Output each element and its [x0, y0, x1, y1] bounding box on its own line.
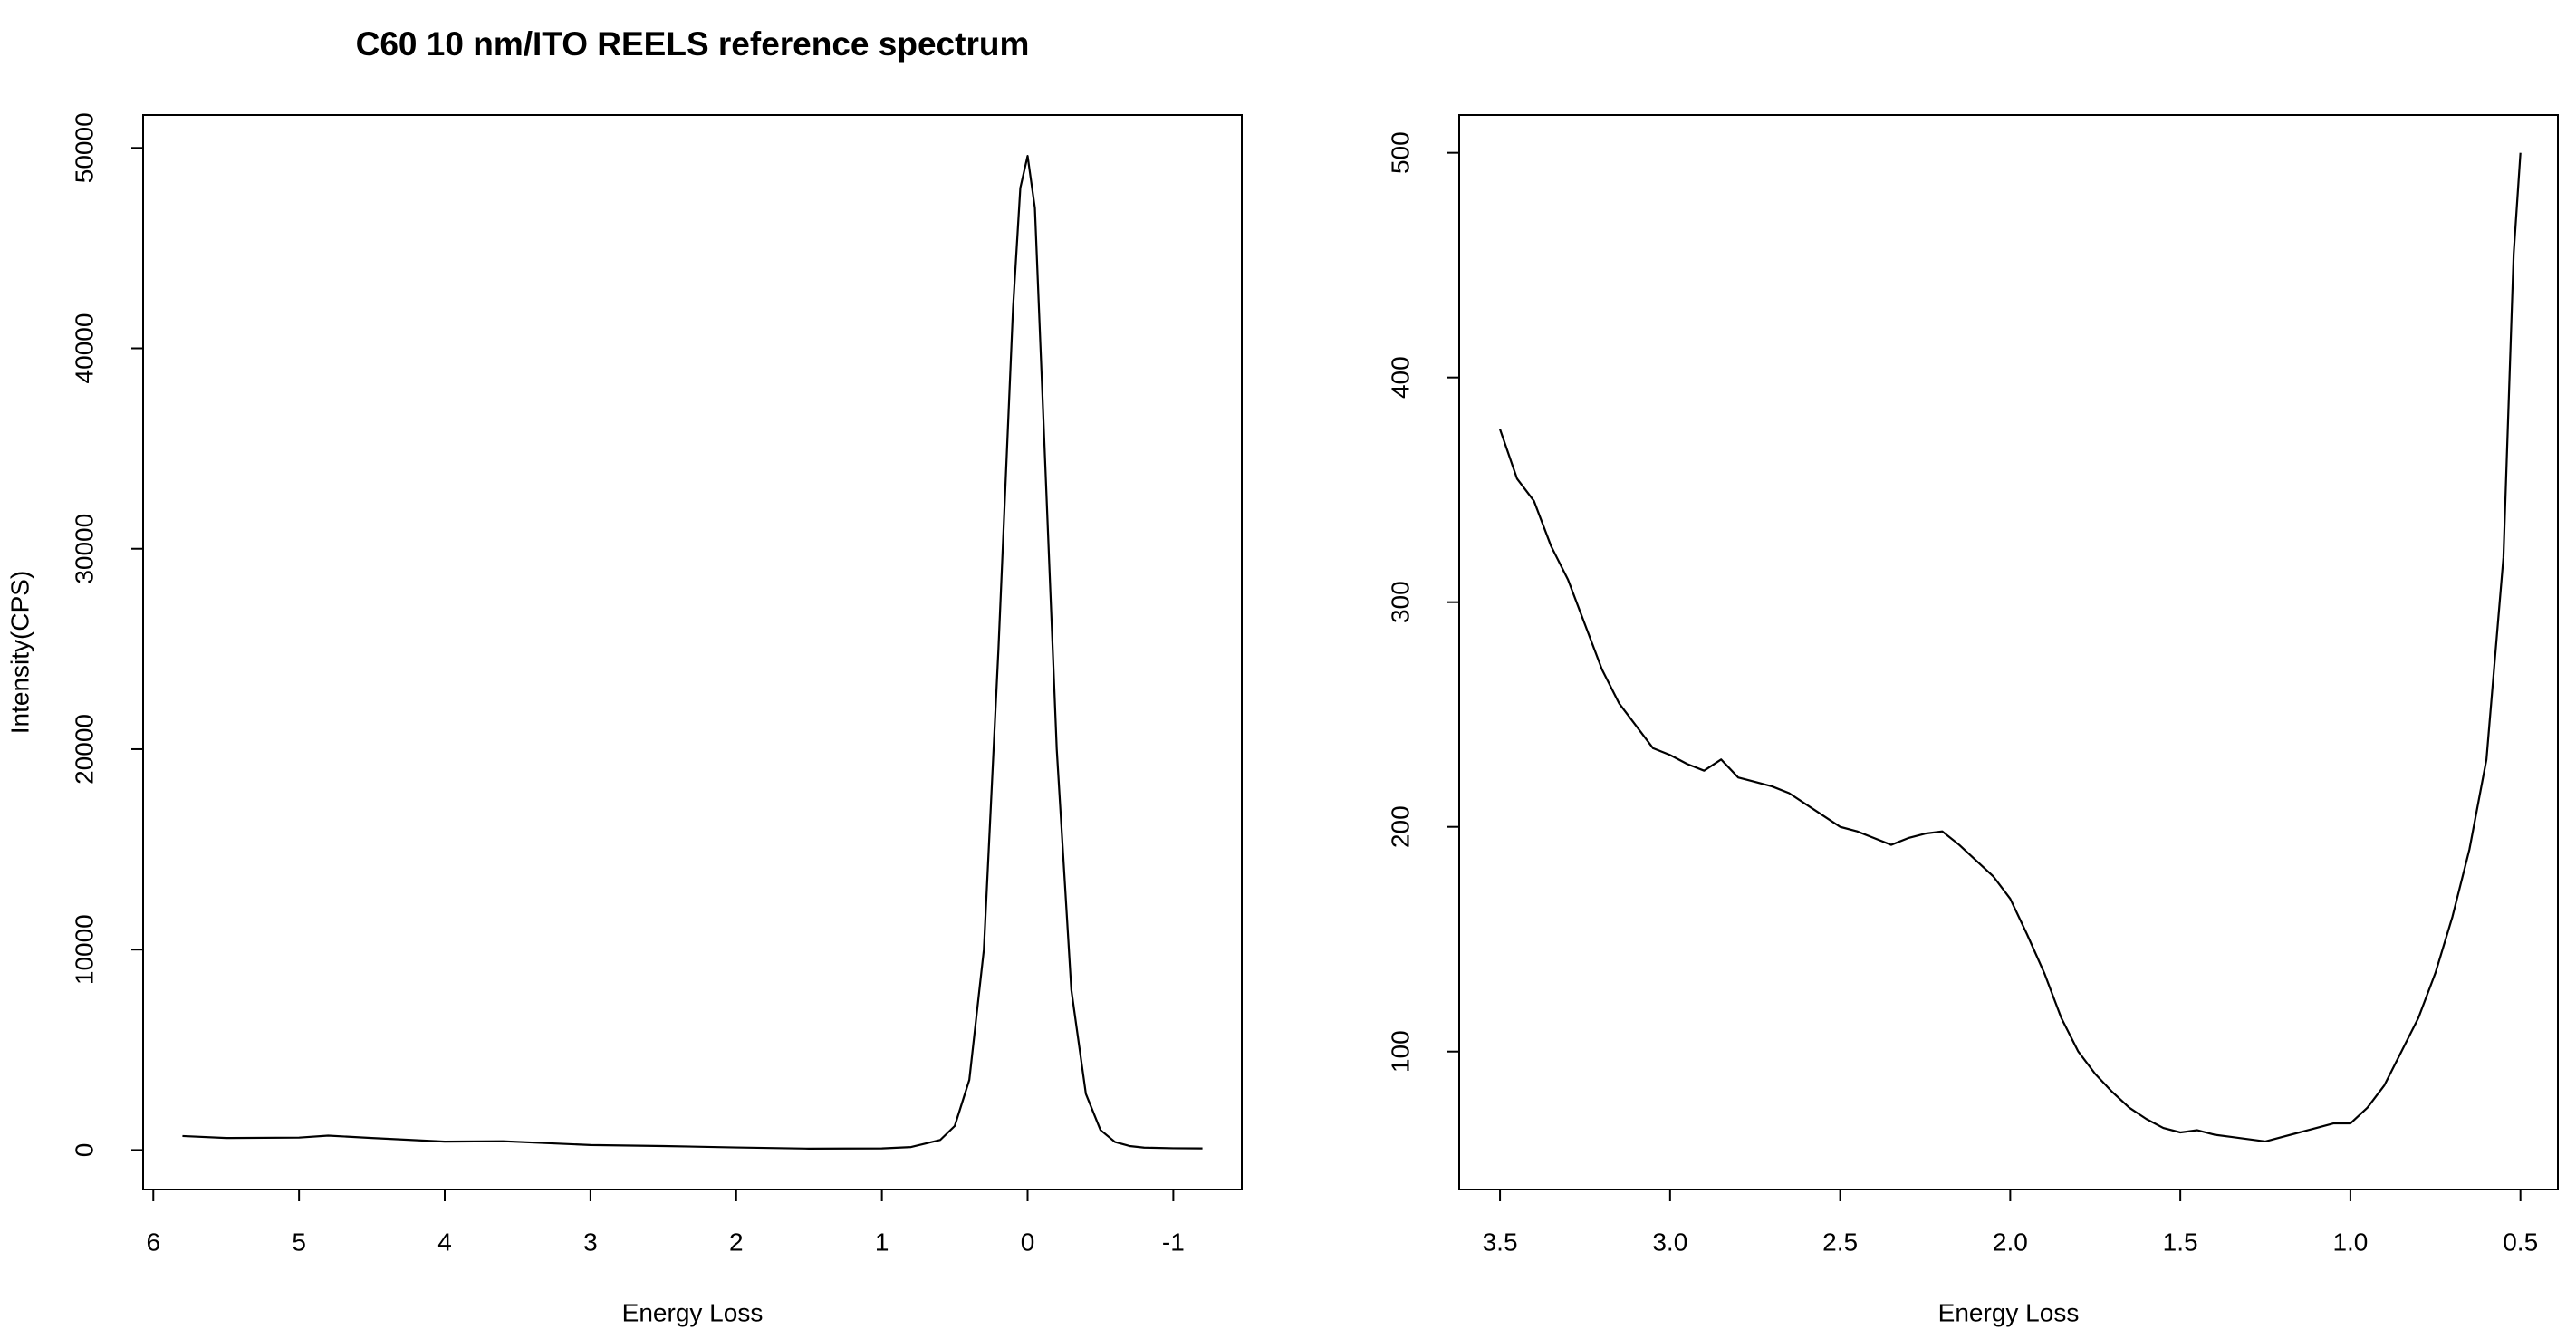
- y-tick-label: 200: [1386, 805, 1414, 848]
- x-tick-label: 6: [146, 1228, 160, 1256]
- y-tick-label: 50000: [70, 112, 98, 183]
- y-tick-label: 400: [1386, 356, 1414, 399]
- y-tick-label: 10000: [70, 914, 98, 985]
- x-axis-label: Energy Loss: [622, 1298, 764, 1326]
- x-tick-label: 4: [437, 1228, 452, 1256]
- x-tick-label: -1: [1162, 1228, 1185, 1256]
- x-tick-label: 5: [292, 1228, 306, 1256]
- y-tick-label: 500: [1386, 131, 1414, 174]
- x-tick-label: 0.5: [2503, 1228, 2538, 1256]
- x-tick-label: 3: [583, 1228, 598, 1256]
- x-tick-label: 3.0: [1652, 1228, 1687, 1256]
- x-tick-label: 2: [729, 1228, 744, 1256]
- x-tick-label: 0: [1021, 1228, 1035, 1256]
- chart-title: C60 10 nm/ITO REELS reference spectrum: [356, 25, 1030, 63]
- data-line: [1499, 152, 2522, 1143]
- y-tick-label: 40000: [70, 313, 98, 384]
- y-tick-label: 300: [1386, 581, 1414, 623]
- x-tick-label: 1.0: [2332, 1228, 2368, 1256]
- y-tick-label: 0: [70, 1143, 98, 1158]
- y-tick-label: 30000: [70, 514, 98, 584]
- x-tick-label: 1.5: [2163, 1228, 2198, 1256]
- plot-frame: [1458, 114, 2559, 1190]
- y-tick-label: 20000: [70, 714, 98, 785]
- x-tick-label: 1: [875, 1228, 889, 1256]
- x-tick-label: 3.5: [1483, 1228, 1518, 1256]
- x-tick-label: 2.0: [1993, 1228, 2028, 1256]
- y-axis-label: Intensity(CPS): [5, 571, 34, 735]
- y-tick-label: 100: [1386, 1030, 1414, 1073]
- data-line: [182, 155, 1203, 1150]
- plot-frame: [142, 114, 1243, 1190]
- x-axis-label: Energy Loss: [1938, 1298, 2080, 1326]
- x-tick-label: 2.5: [1822, 1228, 1858, 1256]
